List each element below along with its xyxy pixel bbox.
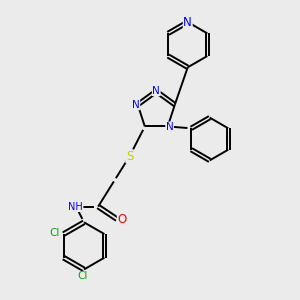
Text: O: O xyxy=(117,213,127,226)
Text: N: N xyxy=(183,16,192,28)
Text: S: S xyxy=(126,150,133,163)
Text: N: N xyxy=(152,85,160,96)
Text: N: N xyxy=(132,100,140,110)
Text: Cl: Cl xyxy=(77,272,88,281)
Text: Cl: Cl xyxy=(50,229,60,238)
Text: NH: NH xyxy=(68,202,83,212)
Text: N: N xyxy=(166,122,173,132)
